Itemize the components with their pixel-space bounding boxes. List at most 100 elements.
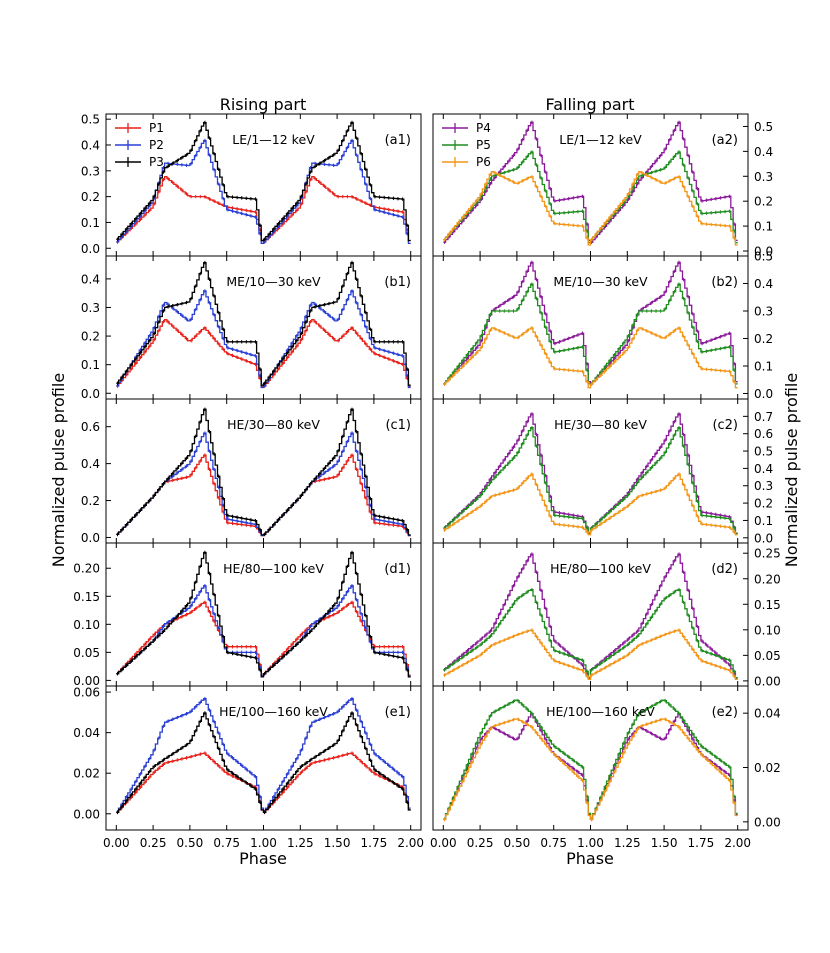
panel-e2: 0.00 0.02 0.04 0.00 0.25 0.50 0.75 1.00 1.25 1.50… <box>430 685 781 850</box>
legend-item-p2: P2 <box>115 138 164 152</box>
panel-d2: 0.00 0.05 0.10 0.15 0.20 0.25 HE/80—100 keV (d2… <box>432 542 781 688</box>
panel-label-e1: (e1) <box>385 705 411 720</box>
series-b1-p2 <box>116 289 411 389</box>
x-tick-label: 1.50 <box>324 836 351 850</box>
series-d2-p6 <box>443 628 738 680</box>
panel-label-a1: (a1) <box>385 133 411 148</box>
y-tick-label: 0.0 <box>81 387 100 401</box>
panels: 0.00.10.20.30.40.5LE/1—12 keV (a1)0.00.10… <box>73 113 780 850</box>
y-tick-label: 0.1 <box>754 514 773 528</box>
band-label-d1: HE/80—100 keV <box>223 561 324 576</box>
legend-item-p4: P4 <box>442 121 491 135</box>
y-tick-label: 0.4 <box>754 145 773 159</box>
legend-left: P1 P2 P3 <box>115 121 164 169</box>
y-tick-label: 0.1 <box>81 358 100 372</box>
series-b1-p3 <box>116 260 411 386</box>
y-tick-label: 0.02 <box>754 761 781 775</box>
y-tick-label: 0.4 <box>81 138 100 152</box>
series-e1-p1 <box>116 751 411 815</box>
panel-a1: 0.0 0.1 0.2 0.3 0.4 0.5 LE/1—12 keV (a1) <box>81 113 422 257</box>
series-line-e1-p3 <box>116 712 411 813</box>
series-line-d1-p1 <box>116 601 411 676</box>
y-tick-label: 0.06 <box>73 686 100 700</box>
y-tick-label: 0.3 <box>81 164 100 178</box>
series-line-b1-p2 <box>116 290 411 389</box>
legend-label: P4 <box>476 121 491 135</box>
band-label-e2: HE/100—160 keV <box>546 704 655 719</box>
series-line-e2-p4 <box>443 712 738 820</box>
y-tick-label: 0.02 <box>73 767 100 781</box>
y-tick-label: 0.2 <box>754 497 773 511</box>
x-tick-label: 1.00 <box>577 836 604 850</box>
x-tick-label: 0.00 <box>103 836 130 850</box>
x-tick-label: 0.50 <box>177 836 204 850</box>
legend-right: P4 P5 P6 <box>442 121 491 169</box>
y-tick-label: 0.00 <box>754 815 781 829</box>
y-tick-label: 0.20 <box>73 562 100 576</box>
series-d1-p1 <box>116 600 411 676</box>
y-tick-label: 0.0 <box>754 387 773 401</box>
y-tick-label: 0.10 <box>73 618 100 632</box>
y-tick-label: 0.04 <box>73 726 100 740</box>
y-tick-label: 0.2 <box>754 332 773 346</box>
series-line-b2-p6 <box>443 327 738 389</box>
y-tick-label: 0.05 <box>754 649 781 663</box>
x-tick-label: 0.00 <box>430 836 457 850</box>
y-tick-label: 0.04 <box>754 707 781 721</box>
y-tick-label: 0.3 <box>754 305 773 319</box>
panel-label-b1: (b1) <box>384 275 411 290</box>
series-b2-p6 <box>443 326 738 389</box>
y-tick-label: 0.1 <box>754 220 773 234</box>
series-e2-p6 <box>443 717 738 822</box>
y-tick-label: 0.00 <box>754 674 781 688</box>
y-tick-label: 0.25 <box>754 547 781 561</box>
panel-label-c1: (c1) <box>385 418 411 433</box>
series-a1-p3 <box>116 120 411 242</box>
y-tick-label: 0.4 <box>754 462 773 476</box>
y-tick-label: 0.20 <box>754 572 781 586</box>
band-label-c2: HE/30—80 keV <box>554 417 647 432</box>
legend-item-p3: P3 <box>115 155 164 169</box>
legend-label: P1 <box>149 121 164 135</box>
legend-label: P2 <box>149 138 164 152</box>
x-axis-label-right: Phase <box>566 849 614 868</box>
panel-c2: 0.0 0.1 0.2 0.3 0.4 0.5 0.6 0.7 HE/30—80 keV (c2) <box>432 398 773 545</box>
y-tick-label: 0.7 <box>754 410 773 424</box>
y-axis-label-left: Normalized pulse profile <box>49 373 68 567</box>
band-label-d2: HE/80—100 keV <box>550 561 651 576</box>
y-tick-label: 0.3 <box>754 170 773 184</box>
panel-a2: 0.0 0.1 0.2 0.3 0.4 0.5 LE/1—12 keV (a2) <box>432 113 773 259</box>
x-tick-label: 1.00 <box>250 836 277 850</box>
panel-label-e2: (e2) <box>712 705 738 720</box>
y-tick-label: 0.4 <box>81 457 100 471</box>
y-tick-label: 0.0 <box>81 531 100 545</box>
series-c1-p3 <box>116 407 411 537</box>
band-label-e1: HE/100—160 keV <box>219 704 328 719</box>
band-label-b1: ME/10—30 keV <box>226 274 321 289</box>
series-e1-p3 <box>116 711 411 814</box>
y-tick-label: 0.10 <box>754 623 781 637</box>
panel-c1: 0.0 0.2 0.4 0.6 HE/30—80 keV (c1) <box>81 398 422 545</box>
y-tick-label: 0.1 <box>81 216 100 230</box>
y-tick-label: 0.05 <box>73 646 100 660</box>
legend-item-p5: P5 <box>442 138 491 152</box>
x-tick-label: 2.00 <box>724 836 751 850</box>
series-line-d1-p2 <box>116 585 411 677</box>
band-label-a2: LE/1—12 keV <box>559 132 642 147</box>
x-tick-label: 1.50 <box>651 836 678 850</box>
legend-label: P5 <box>476 138 491 152</box>
panel-label-d2: (d2) <box>711 562 738 577</box>
x-tick-label: 1.25 <box>614 836 641 850</box>
series-a2-p6 <box>443 171 738 246</box>
panel-d1: 0.00 0.05 0.10 0.15 0.20 HE/80—100 keV (d1) <box>73 542 422 688</box>
y-tick-label: 0.15 <box>73 590 100 604</box>
y-tick-label: 0.5 <box>81 113 100 127</box>
panel-label-b2: (b2) <box>711 275 738 290</box>
panel-b2: 0.0 0.1 0.2 0.3 0.4 0.5 ME/10—30 keV (b2) <box>432 250 773 401</box>
col-title-left: Rising part <box>220 95 307 114</box>
series-d1-p2 <box>116 584 411 677</box>
panel-label-c2: (c2) <box>712 418 738 433</box>
legend-item-p6: P6 <box>442 155 491 169</box>
